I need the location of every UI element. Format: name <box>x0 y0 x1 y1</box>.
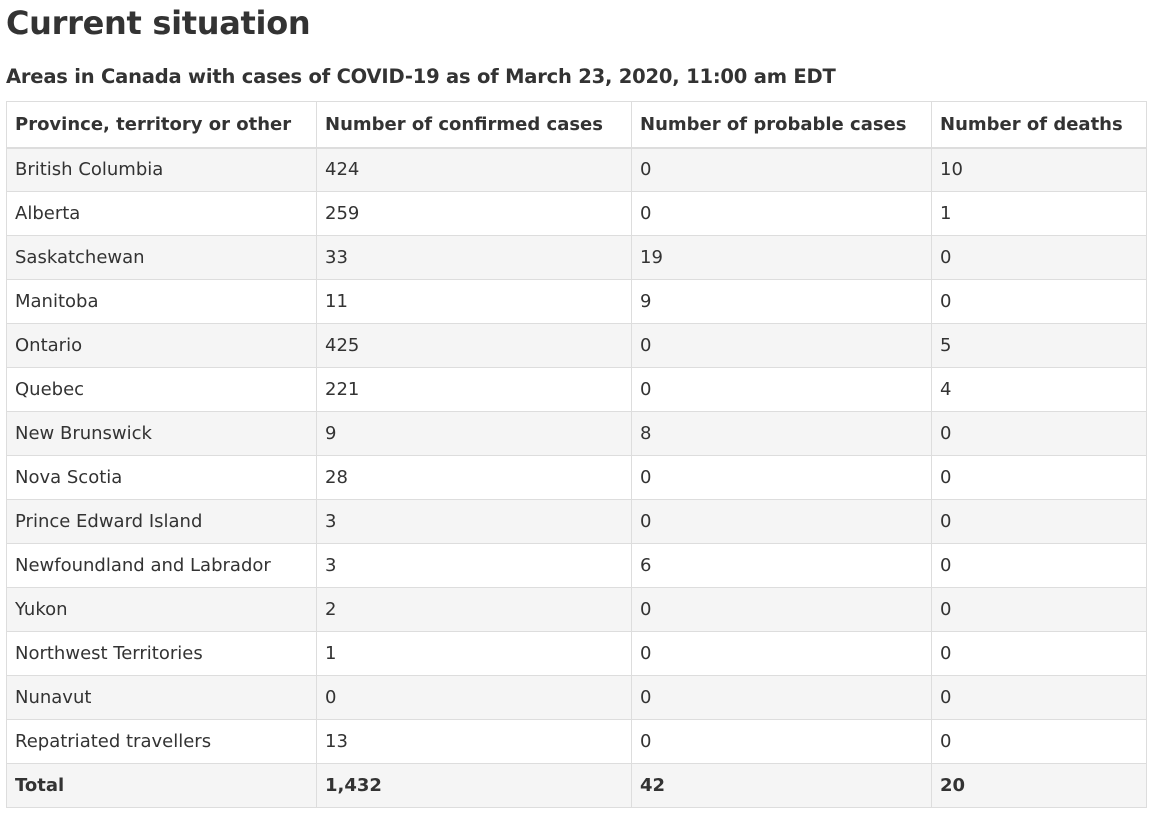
cell-deaths: 1 <box>931 191 1147 236</box>
cell-probable-cases: 0 <box>631 191 932 236</box>
table-row: Nunavut 0 0 0 <box>6 675 1147 720</box>
cell-deaths: 0 <box>931 719 1147 764</box>
cell-province: Quebec <box>6 367 317 412</box>
table-body: British Columbia 424 0 10 Alberta 259 0 1 Saskat… <box>6 147 1147 764</box>
header-probable-cases: Number of probable cases <box>631 101 932 149</box>
cell-probable-cases: 0 <box>631 147 932 192</box>
cell-deaths: 10 <box>931 147 1147 192</box>
cell-confirmed-cases: 13 <box>316 719 632 764</box>
cell-province: Alberta <box>6 191 317 236</box>
table-header: Province, territory or other Number of c… <box>6 101 1147 149</box>
table-row: Nova Scotia 28 0 0 <box>6 455 1147 500</box>
table-row: Manitoba 11 9 0 <box>6 279 1147 324</box>
cell-confirmed-cases: 425 <box>316 323 632 368</box>
total-confirmed-cases: 1,432 <box>316 763 632 808</box>
cell-confirmed-cases: 424 <box>316 147 632 192</box>
cell-deaths: 0 <box>931 499 1147 544</box>
cell-probable-cases: 19 <box>631 235 932 280</box>
cell-deaths: 0 <box>931 455 1147 500</box>
table-row: Prince Edward Island 3 0 0 <box>6 499 1147 544</box>
cell-probable-cases: 0 <box>631 675 932 720</box>
cell-province: Newfoundland and Labrador <box>6 543 317 588</box>
total-probable-cases: 42 <box>631 763 932 808</box>
cell-probable-cases: 0 <box>631 587 932 632</box>
cell-confirmed-cases: 259 <box>316 191 632 236</box>
cell-deaths: 0 <box>931 587 1147 632</box>
cell-confirmed-cases: 221 <box>316 367 632 412</box>
cell-province: Nova Scotia <box>6 455 317 500</box>
header-province: Province, territory or other <box>6 101 317 149</box>
cell-confirmed-cases: 33 <box>316 235 632 280</box>
cell-deaths: 0 <box>931 235 1147 280</box>
table-footer: Total 1,432 42 20 <box>6 763 1147 808</box>
table-row: Northwest Territories 1 0 0 <box>6 631 1147 676</box>
cell-probable-cases: 0 <box>631 455 932 500</box>
cell-province: Nunavut <box>6 675 317 720</box>
cell-deaths: 0 <box>931 411 1147 456</box>
cell-probable-cases: 0 <box>631 499 932 544</box>
table-row: Ontario 425 0 5 <box>6 323 1147 368</box>
cell-deaths: 4 <box>931 367 1147 412</box>
cell-probable-cases: 0 <box>631 323 932 368</box>
page-title: Current situation <box>6 4 311 42</box>
cell-probable-cases: 9 <box>631 279 932 324</box>
cell-province: Saskatchewan <box>6 235 317 280</box>
table-row: Alberta 259 0 1 <box>6 191 1147 236</box>
cell-province: Repatriated travellers <box>6 719 317 764</box>
cell-confirmed-cases: 3 <box>316 543 632 588</box>
table-row: New Brunswick 9 8 0 <box>6 411 1147 456</box>
cell-probable-cases: 0 <box>631 367 932 412</box>
cell-confirmed-cases: 11 <box>316 279 632 324</box>
cell-probable-cases: 0 <box>631 719 932 764</box>
total-label: Total <box>6 763 317 808</box>
header-deaths: Number of deaths <box>931 101 1147 149</box>
cell-province: Manitoba <box>6 279 317 324</box>
header-confirmed-cases: Number of confirmed cases <box>316 101 632 149</box>
cell-deaths: 0 <box>931 543 1147 588</box>
cell-confirmed-cases: 9 <box>316 411 632 456</box>
cell-probable-cases: 8 <box>631 411 932 456</box>
cell-confirmed-cases: 28 <box>316 455 632 500</box>
cell-deaths: 5 <box>931 323 1147 368</box>
table-row: British Columbia 424 0 10 <box>6 147 1147 192</box>
cell-province: Yukon <box>6 587 317 632</box>
cell-deaths: 0 <box>931 631 1147 676</box>
table-row: Quebec 221 0 4 <box>6 367 1147 412</box>
cell-probable-cases: 6 <box>631 543 932 588</box>
cell-confirmed-cases: 0 <box>316 675 632 720</box>
table-row: Saskatchewan 33 19 0 <box>6 235 1147 280</box>
cell-confirmed-cases: 1 <box>316 631 632 676</box>
cell-deaths: 0 <box>931 279 1147 324</box>
cell-confirmed-cases: 3 <box>316 499 632 544</box>
cell-province: Northwest Territories <box>6 631 317 676</box>
cell-deaths: 0 <box>931 675 1147 720</box>
table-row: Repatriated travellers 13 0 0 <box>6 719 1147 764</box>
table-row: Yukon 2 0 0 <box>6 587 1147 632</box>
cell-province: New Brunswick <box>6 411 317 456</box>
total-deaths: 20 <box>931 763 1147 808</box>
header-row: Province, territory or other Number of c… <box>6 101 1147 149</box>
table-caption: Areas in Canada with cases of COVID-19 a… <box>6 65 836 88</box>
cell-province: Ontario <box>6 323 317 368</box>
covid-cases-table: Province, territory or other Number of c… <box>6 101 1147 808</box>
cell-confirmed-cases: 2 <box>316 587 632 632</box>
table-row: Newfoundland and Labrador 3 6 0 <box>6 543 1147 588</box>
cell-province: Prince Edward Island <box>6 499 317 544</box>
cell-province: British Columbia <box>6 147 317 192</box>
cell-probable-cases: 0 <box>631 631 932 676</box>
total-row: Total 1,432 42 20 <box>6 763 1147 808</box>
